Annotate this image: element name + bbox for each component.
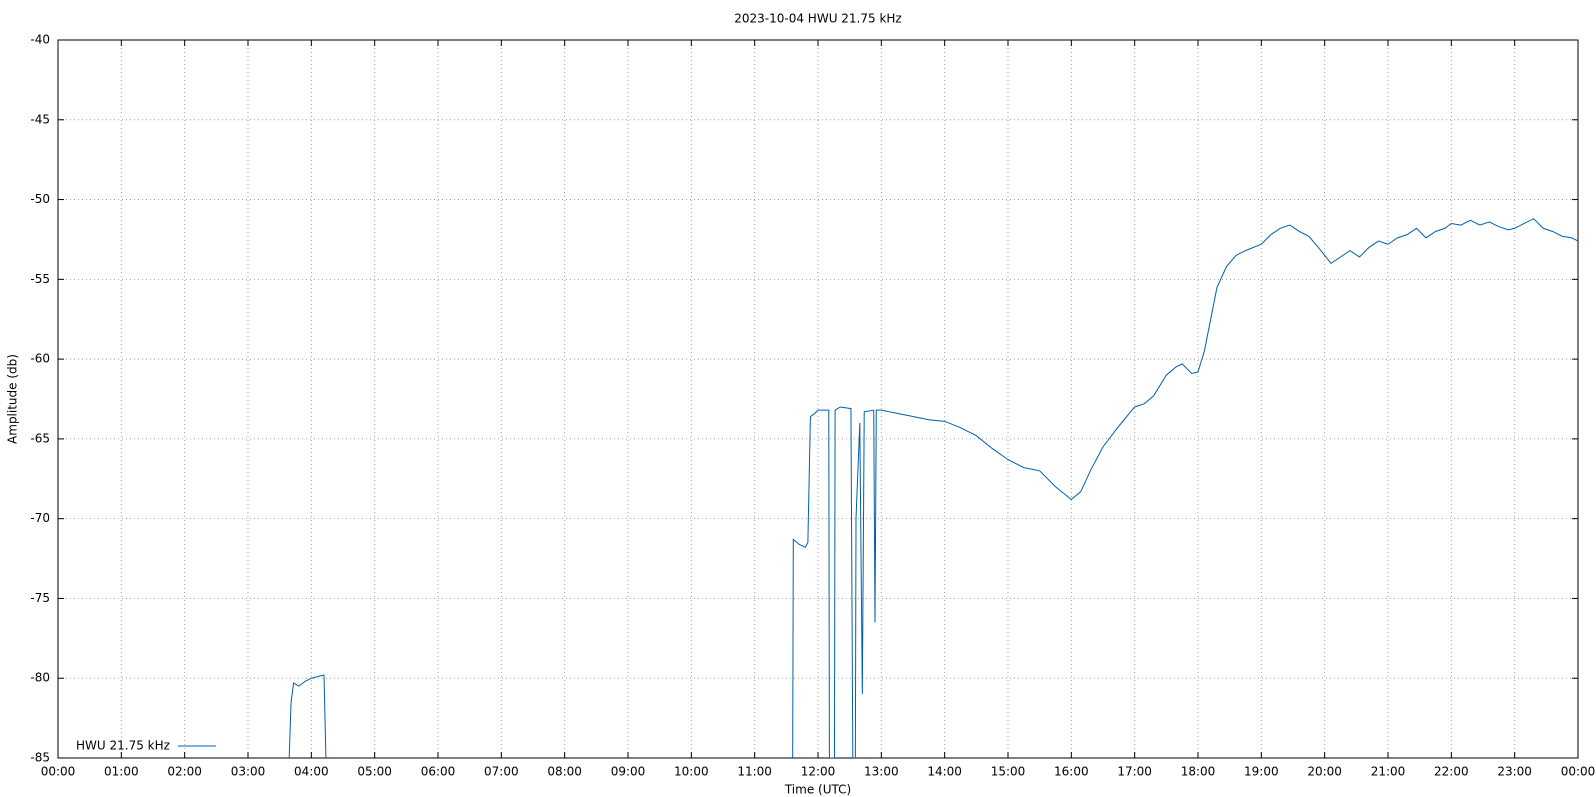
y-tick-label: -80 (30, 671, 50, 685)
y-tick-label: -45 (30, 112, 50, 126)
legend-label: HWU 21.75 kHz (76, 739, 170, 753)
y-tick-label: -60 (30, 352, 50, 366)
x-tick-label: 01:00 (104, 765, 139, 779)
x-tick-label: 05:00 (357, 765, 392, 779)
x-tick-label: 21:00 (1371, 765, 1406, 779)
x-tick-label: 04:00 (294, 765, 329, 779)
y-axis-label: Amplitude (db) (6, 354, 20, 444)
x-tick-label: 20:00 (1307, 765, 1342, 779)
y-tick-label: -50 (30, 192, 50, 206)
y-tick-label: -70 (30, 511, 50, 525)
plot-frame (57, 39, 1579, 759)
y-tick-label: -40 (30, 33, 50, 47)
data-line (288, 218, 1578, 758)
y-tick-label: -85 (30, 751, 50, 765)
x-tick-label: 11:00 (737, 765, 772, 779)
y-tick-label: -75 (30, 591, 50, 605)
x-tick-label: 16:00 (1054, 765, 1089, 779)
x-tick-label: 18:00 (1181, 765, 1216, 779)
x-tick-label: 09:00 (611, 765, 646, 779)
x-tick-label: 03:00 (231, 765, 266, 779)
x-tick-label: 06:00 (421, 765, 456, 779)
y-tick-label: -65 (30, 431, 50, 445)
x-tick-label: 00:00 (1561, 765, 1596, 779)
x-tick-label: 10:00 (674, 765, 709, 779)
x-tick-label: 19:00 (1244, 765, 1279, 779)
x-tick-label: 14:00 (927, 765, 962, 779)
x-tick-label: 08:00 (547, 765, 582, 779)
x-tick-label: 15:00 (991, 765, 1026, 779)
x-tick-label: 00:00 (41, 765, 76, 779)
x-tick-label: 17:00 (1117, 765, 1152, 779)
x-tick-label: 22:00 (1434, 765, 1469, 779)
y-tick-label: -55 (30, 272, 50, 286)
x-axis-label: Time (UTC) (784, 783, 851, 797)
x-tick-label: 07:00 (484, 765, 519, 779)
chart-title: 2023-10-04 HWU 21.75 kHz (734, 12, 901, 26)
x-tick-label: 23:00 (1497, 765, 1532, 779)
x-tick-label: 12:00 (801, 765, 836, 779)
x-tick-label: 02:00 (167, 765, 202, 779)
x-tick-label: 13:00 (864, 765, 899, 779)
